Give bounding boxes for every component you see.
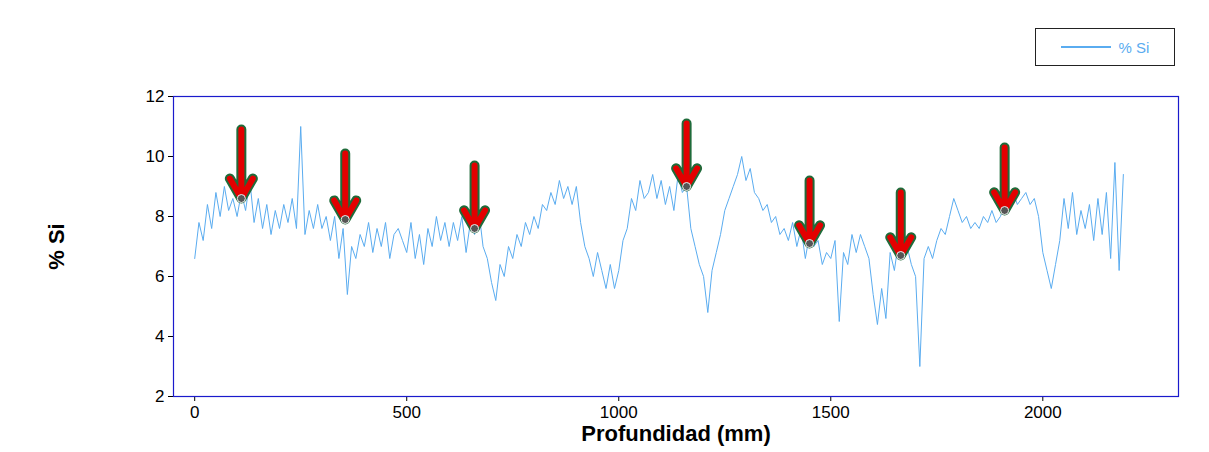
- svg-text:500: 500: [393, 403, 421, 422]
- svg-text:8: 8: [155, 207, 164, 226]
- svg-text:Profundidad (mm): Profundidad (mm): [581, 421, 770, 446]
- svg-text:1500: 1500: [812, 403, 850, 422]
- svg-text:2: 2: [155, 387, 164, 406]
- svg-text:% Si: % Si: [44, 223, 69, 269]
- svg-text:0: 0: [190, 403, 199, 422]
- svg-text:10: 10: [146, 147, 165, 166]
- svg-text:6: 6: [155, 267, 164, 286]
- svg-text:1000: 1000: [600, 403, 638, 422]
- svg-text:4: 4: [155, 327, 164, 346]
- html-text:% Si: % Si: [1118, 38, 1150, 56]
- svg-text:12: 12: [146, 87, 165, 106]
- svg-text:2000: 2000: [1024, 403, 1062, 422]
